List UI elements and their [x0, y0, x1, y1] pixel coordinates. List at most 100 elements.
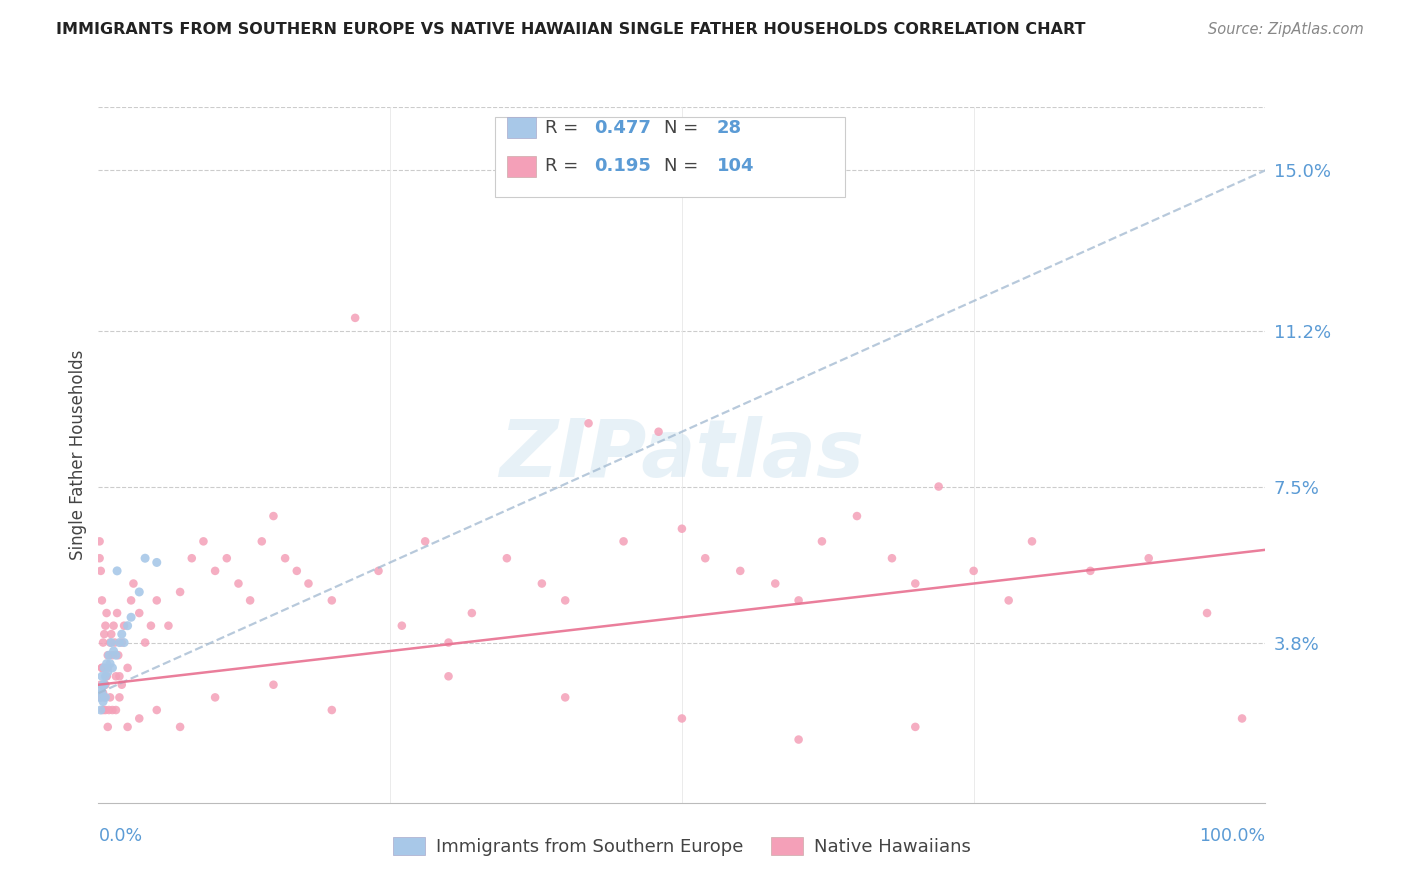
Point — [97, 703, 120, 717]
Point — [204, 690, 226, 705]
Bar — [508, 156, 536, 177]
Point — [997, 593, 1019, 607]
Point — [90, 681, 112, 696]
Point — [90, 593, 112, 607]
Point — [111, 627, 134, 641]
Point — [90, 661, 112, 675]
Point — [787, 593, 810, 607]
Point — [101, 661, 124, 675]
Point — [89, 534, 111, 549]
Point — [93, 690, 115, 705]
Point — [90, 690, 112, 705]
Point — [120, 610, 142, 624]
Point — [117, 720, 139, 734]
Point — [97, 661, 120, 675]
Point — [111, 635, 134, 649]
Point — [530, 576, 553, 591]
Point — [93, 678, 115, 692]
Point — [117, 618, 139, 632]
Point — [193, 534, 215, 549]
Point — [495, 551, 517, 566]
Point — [671, 711, 693, 725]
Point — [91, 703, 114, 717]
Point — [98, 657, 121, 671]
Text: 0.477: 0.477 — [595, 119, 651, 136]
Point — [904, 720, 927, 734]
Point — [93, 678, 115, 692]
Text: IMMIGRANTS FROM SOUTHERN EUROPE VS NATIVE HAWAIIAN SINGLE FATHER HOUSEHOLDS CORR: IMMIGRANTS FROM SOUTHERN EUROPE VS NATIV… — [56, 22, 1085, 37]
Point — [578, 417, 600, 431]
Point — [100, 635, 122, 649]
Point — [262, 509, 284, 524]
Point — [91, 678, 114, 692]
Bar — [508, 118, 536, 138]
Point — [98, 690, 121, 705]
Point — [391, 618, 413, 632]
Text: R =: R = — [546, 119, 585, 136]
Point — [1195, 606, 1218, 620]
Point — [554, 690, 576, 705]
Point — [89, 690, 111, 705]
Text: 0.195: 0.195 — [595, 157, 651, 175]
Point — [647, 425, 669, 439]
Point — [94, 703, 117, 717]
Point — [321, 703, 343, 717]
Point — [94, 669, 117, 683]
Point — [134, 635, 156, 649]
Point — [93, 627, 115, 641]
Point — [104, 669, 127, 683]
Point — [413, 534, 436, 549]
Point — [112, 635, 135, 649]
Point — [1021, 534, 1043, 549]
Point — [97, 665, 120, 679]
Point — [787, 732, 810, 747]
Point — [107, 648, 129, 663]
Point — [239, 593, 262, 607]
Point — [461, 606, 484, 620]
Text: ZIPatlas: ZIPatlas — [499, 416, 865, 494]
Point — [880, 551, 903, 566]
Point — [146, 703, 169, 717]
Point — [105, 564, 128, 578]
Point — [117, 661, 139, 675]
Point — [146, 593, 169, 607]
Point — [104, 648, 127, 663]
Point — [94, 618, 117, 632]
Point — [90, 686, 112, 700]
Point — [91, 635, 114, 649]
Point — [437, 635, 460, 649]
Y-axis label: Single Father Households: Single Father Households — [69, 350, 87, 560]
Point — [695, 551, 717, 566]
Point — [94, 678, 117, 692]
Point — [89, 551, 111, 566]
Point — [100, 627, 122, 641]
Point — [928, 479, 950, 493]
Text: 100.0%: 100.0% — [1199, 827, 1265, 845]
Text: Source: ZipAtlas.com: Source: ZipAtlas.com — [1208, 22, 1364, 37]
Point — [90, 564, 112, 578]
Point — [103, 618, 125, 632]
Point — [1230, 711, 1253, 725]
Text: R =: R = — [546, 157, 585, 175]
Point — [367, 564, 389, 578]
Point — [437, 669, 460, 683]
Point — [96, 669, 118, 683]
FancyBboxPatch shape — [495, 118, 845, 197]
Point — [204, 564, 226, 578]
Point — [91, 686, 114, 700]
Point — [112, 618, 135, 632]
Point — [128, 585, 150, 599]
Point — [962, 564, 984, 578]
Point — [671, 522, 693, 536]
Text: 28: 28 — [717, 119, 742, 136]
Point — [128, 711, 150, 725]
Text: N =: N = — [665, 119, 704, 136]
Point — [122, 576, 145, 591]
Point — [96, 669, 118, 683]
Point — [1137, 551, 1160, 566]
Point — [250, 534, 273, 549]
Point — [612, 534, 634, 549]
Legend: Immigrants from Southern Europe, Native Hawaiians: Immigrants from Southern Europe, Native … — [385, 830, 979, 863]
Point — [157, 618, 180, 632]
Point — [108, 635, 131, 649]
